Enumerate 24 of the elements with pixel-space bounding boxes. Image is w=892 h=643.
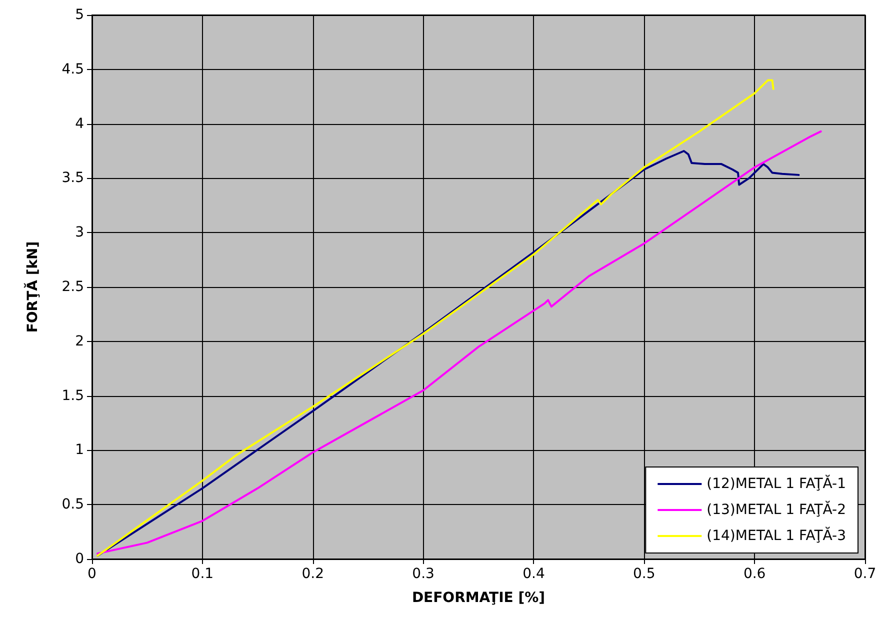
x-tick-label: 0.6 xyxy=(743,566,766,582)
legend-label: (12)METAL 1 FAŢĂ-1 xyxy=(706,474,846,492)
x-tick-label: 0.1 xyxy=(191,566,214,582)
y-tick-label: 3.5 xyxy=(62,170,84,186)
y-tick-label: 2.5 xyxy=(62,279,84,295)
y-tick-label: 5 xyxy=(75,7,84,23)
y-tick-label: 4 xyxy=(75,116,84,132)
y-tick-label: 0 xyxy=(75,551,84,567)
legend-label: (14)METAL 1 FAŢĂ-3 xyxy=(706,526,846,544)
legend-label: (13)METAL 1 FAŢĂ-2 xyxy=(706,500,846,518)
y-tick-label: 3 xyxy=(75,224,84,241)
y-tick-label: 0.5 xyxy=(62,496,84,513)
y-tick-label: 1 xyxy=(75,442,84,458)
y-tick-label: 2 xyxy=(75,333,84,350)
x-tick-label: 0.7 xyxy=(854,566,876,582)
x-tick-label: 0 xyxy=(88,566,96,582)
y-tick-label: 4.5 xyxy=(62,61,84,78)
x-tick-label: 0.2 xyxy=(302,566,324,582)
x-axis-title: DEFORMAŢIE [%] xyxy=(412,590,546,606)
y-axis-title: FORŢĂ [kN] xyxy=(23,241,41,333)
y-tick-label: 1.5 xyxy=(62,388,84,404)
x-tick-label: 0.4 xyxy=(522,566,545,582)
x-tick-label: 0.3 xyxy=(412,566,434,582)
x-tick-label: 0.5 xyxy=(633,566,656,582)
